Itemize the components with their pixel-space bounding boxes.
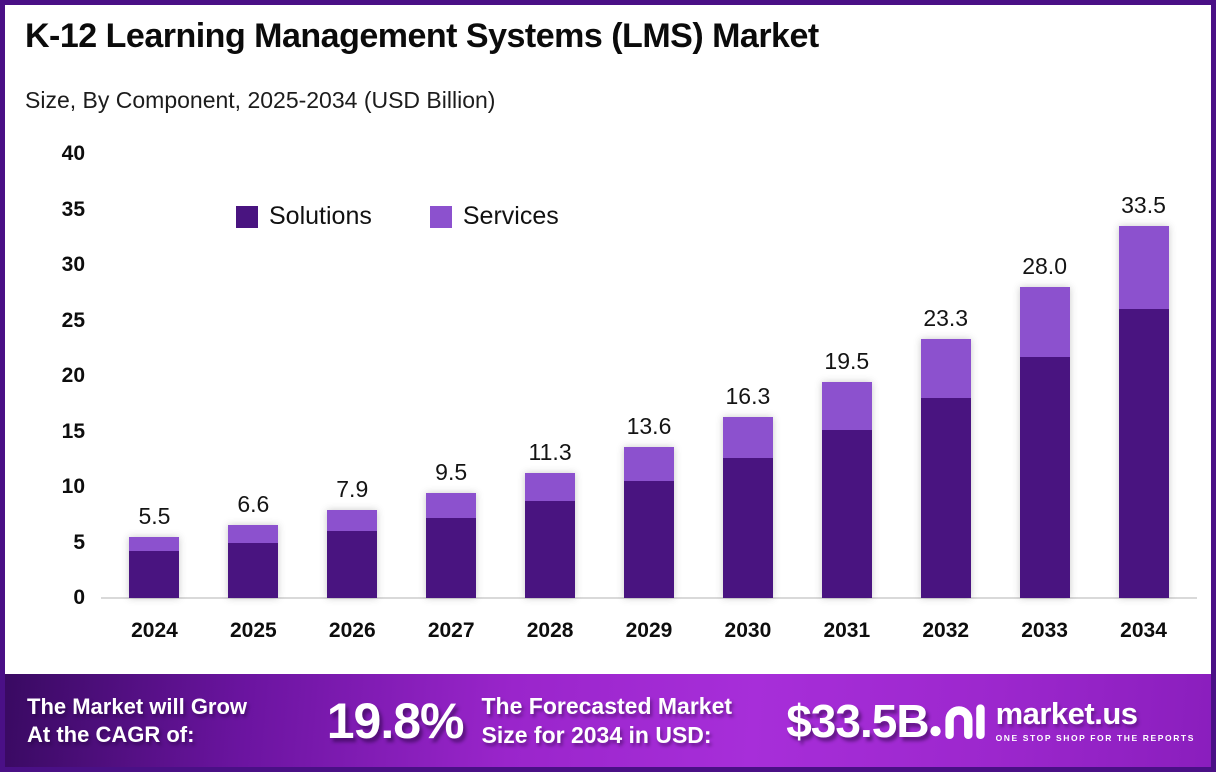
x-tick-label: 2024	[131, 619, 178, 642]
logo-name: market.us	[995, 696, 1138, 731]
bar-total-label: 11.3	[528, 438, 572, 465]
x-tick-label: 2031	[823, 619, 871, 642]
legend-label-services: Services	[462, 202, 559, 230]
bar-segment-solutions	[920, 398, 971, 598]
bar-segment-solutions	[623, 481, 674, 598]
bar-total-label: 6.6	[237, 490, 270, 517]
x-tick-label: 2025	[230, 619, 277, 642]
legend-item-services: Services	[429, 202, 559, 231]
bar-segment-services	[525, 472, 576, 502]
services-swatch-icon	[429, 205, 452, 228]
x-tick-label: 2027	[427, 619, 475, 642]
bar-segment-services	[821, 381, 872, 431]
forecast-value: $33.5B	[786, 694, 929, 747]
stacked-bar-2024	[129, 536, 180, 598]
bar-total-label: 28.0	[1022, 253, 1067, 280]
bar-segment-services	[1118, 226, 1169, 310]
x-axis-labels: 2024 2025 2026 2027 2028 2029 2030 2031 2032 2033…	[105, 619, 1193, 643]
bar-segment-services	[228, 524, 279, 543]
y-tick-label: 30	[61, 253, 85, 276]
stacked-bar-2031	[821, 381, 872, 598]
bar-column-2026: 7.9	[303, 154, 402, 598]
bar-column-2028: 11.3	[501, 154, 600, 598]
bar-total-label: 7.9	[336, 476, 369, 503]
bar-segment-solutions	[1118, 309, 1169, 598]
stacked-bar-2025	[228, 524, 279, 598]
bar-segment-solutions	[129, 551, 180, 598]
stacked-bar-2026	[327, 510, 378, 598]
x-tick-label: 2028	[526, 619, 574, 642]
x-tick-label: 2032	[922, 619, 970, 642]
bar-total-label: 23.3	[923, 305, 969, 332]
y-tick-label: 25	[61, 308, 85, 332]
bar-column-2029: 13.6	[600, 154, 699, 598]
chart-legend: Solutions Services	[236, 202, 559, 231]
bar-total-label: 13.6	[626, 413, 672, 440]
bar-total-label: 19.5	[824, 347, 870, 374]
x-tick-label: 2033	[1021, 619, 1068, 642]
bar-segment-services	[1019, 287, 1070, 358]
y-tick-label: 5	[73, 530, 85, 554]
bar-column-2030: 16.3	[698, 154, 797, 598]
page-title: K-12 Learning Management Systems (LMS) M…	[25, 17, 819, 55]
bar-segment-services	[327, 510, 378, 532]
bar-segment-services	[623, 447, 674, 482]
stacked-bar-2027	[426, 492, 477, 598]
marketus-logo-icon	[929, 696, 987, 745]
stacked-bar-2028	[525, 472, 576, 598]
logo-tagline: ONE STOP SHOP FOR THE REPORTS	[995, 733, 1195, 743]
page-subtitle: Size, By Component, 2025-2034 (USD Billi…	[25, 87, 496, 113]
stacked-bar-2029	[623, 447, 674, 598]
bar-segment-services	[920, 339, 971, 399]
bar-column-2032: 23.3	[896, 154, 995, 598]
y-tick-label: 20	[61, 364, 85, 387]
bar-segment-solutions	[1019, 357, 1070, 598]
y-tick-label: 35	[61, 197, 85, 221]
x-tick-label: 2029	[625, 619, 673, 642]
footer-banner: The Market will Grow At the CAGR of: 19.…	[5, 674, 1211, 767]
stacked-bar-2032	[920, 339, 971, 598]
stacked-bar-2030	[722, 417, 773, 598]
bar-column-2033: 28.0	[995, 154, 1094, 598]
forecast-label: The Forecasted Market Size for 2034 in U…	[481, 692, 733, 748]
cagr-label: The Market will Grow At the CAGR of:	[27, 694, 248, 747]
stacked-bar-2033	[1019, 287, 1070, 598]
y-tick-label: 15	[61, 419, 85, 443]
bar-total-label: 5.5	[138, 502, 171, 529]
bar-column-2025: 6.6	[204, 154, 303, 598]
y-axis: 0 5 10 15 20 25 30 35 40	[5, 5, 85, 767]
x-tick-label: 2034	[1120, 619, 1167, 642]
y-tick-label: 0	[73, 586, 85, 609]
bar-segment-services	[722, 417, 773, 459]
bar-column-2027: 9.5	[402, 154, 501, 598]
bar-segment-solutions	[426, 518, 477, 598]
legend-item-solutions: Solutions	[236, 202, 372, 231]
bar-column-2034: 33.5	[1094, 154, 1193, 598]
cagr-value: 19.8%	[326, 692, 465, 749]
x-tick-label: 2026	[328, 619, 376, 642]
plot-area: 5.5 6.6 7.9 9.5 11.3 13.6 16.3 19.5 23.3 28.0 33.5	[105, 154, 1193, 598]
bar-segment-solutions	[525, 501, 576, 598]
solutions-swatch-icon	[236, 205, 258, 228]
bar-segment-solutions	[228, 542, 279, 598]
bar-segment-services	[129, 536, 180, 552]
y-tick-label: 40	[61, 142, 85, 165]
x-tick-label: 2030	[724, 619, 772, 642]
y-tick-label: 10	[61, 475, 85, 498]
bar-segment-solutions	[722, 458, 773, 598]
stacked-bar-2034	[1118, 226, 1169, 598]
bar-column-2031: 19.5	[797, 154, 896, 598]
marketus-logo: market.us ONE STOP SHOP FOR THE REPORTS	[929, 696, 1195, 745]
bar-segment-services	[426, 492, 477, 519]
bar-segment-solutions	[821, 430, 872, 598]
bar-total-label: 16.3	[725, 383, 771, 410]
bar-segment-solutions	[327, 531, 378, 598]
bar-column-2024: 5.5	[105, 154, 204, 598]
bar-total-label: 9.5	[435, 458, 468, 485]
bar-total-label: 33.5	[1121, 192, 1166, 219]
x-axis-baseline	[101, 597, 1197, 599]
legend-label-solutions: Solutions	[269, 202, 372, 230]
